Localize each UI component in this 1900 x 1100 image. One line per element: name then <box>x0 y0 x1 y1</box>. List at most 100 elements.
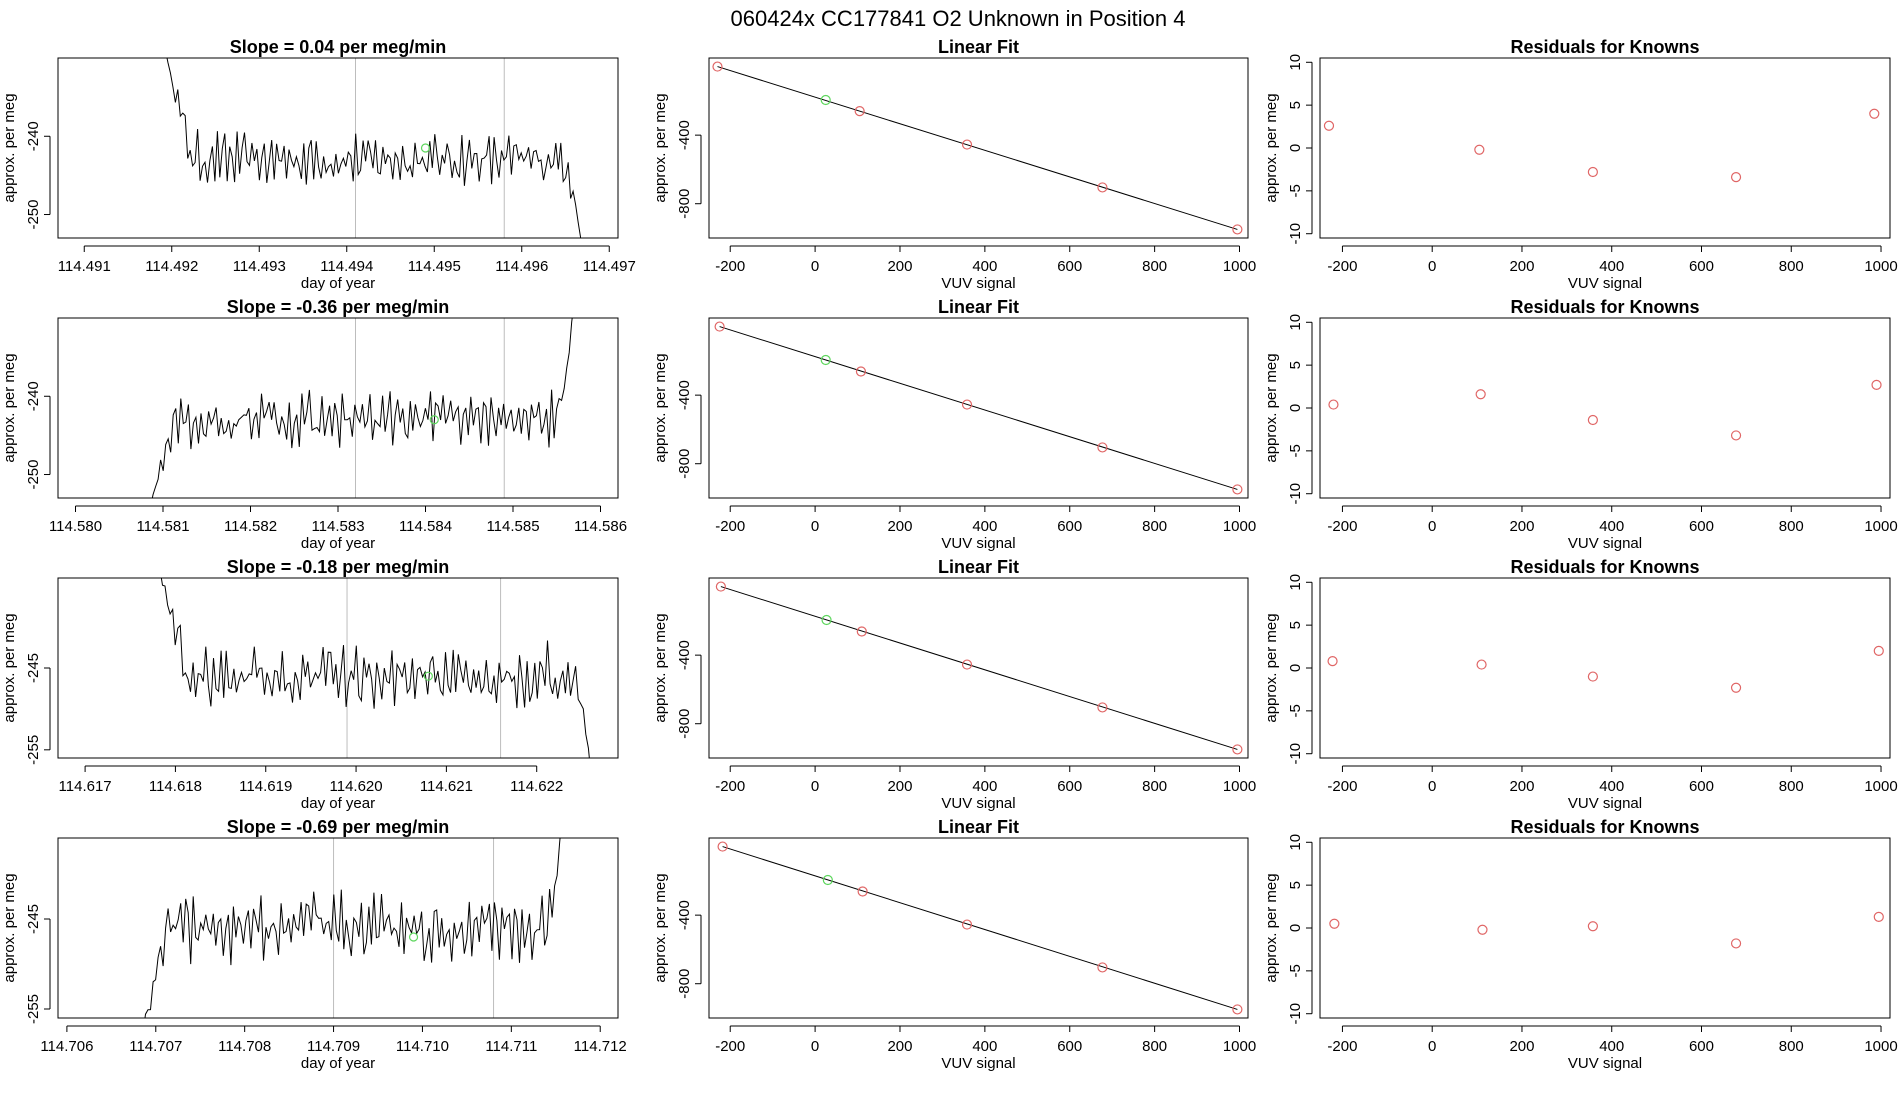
x-tick-label: 200 <box>1509 1038 1534 1055</box>
plot-area <box>1323 108 1880 183</box>
y-tick-label: -400 <box>676 640 693 670</box>
chart-title: Linear Fit <box>938 557 1019 577</box>
x-tick-label: 114.707 <box>129 1038 182 1055</box>
y-tick-label: -400 <box>676 380 693 410</box>
chart-panel: Residuals for Knowns-200 0 200 400 600 800 100… <box>1263 557 1898 812</box>
x-tick-label: 400 <box>1599 1038 1624 1055</box>
unknown-point <box>821 614 832 626</box>
x-tick-label: 600 <box>1057 778 1082 795</box>
x-tick-label: -200 <box>715 778 745 795</box>
known-point <box>961 139 973 150</box>
x-tick-label: 114.586 <box>574 518 627 535</box>
chart-panel: Slope = -0.36 per meg/min 114.580 114.581 1… <box>1 297 627 552</box>
plot-area <box>717 841 1243 1015</box>
residual-point <box>1873 645 1884 656</box>
x-tick-label: 200 <box>1509 778 1534 795</box>
figure-title: 060424x CC177841 O2 Unknown in Position … <box>731 6 1186 31</box>
y-tick-label: -10 <box>1287 743 1304 765</box>
x-tick-label: 200 <box>887 1038 912 1055</box>
y-tick-label: 10 <box>1287 314 1304 331</box>
x-tick-label: 0 <box>811 518 819 535</box>
plot-frame <box>1319 57 1891 239</box>
unknown-point <box>429 415 439 425</box>
fit-line <box>719 326 1238 490</box>
x-tick-label: 800 <box>1779 778 1804 795</box>
known-point <box>1097 182 1108 193</box>
fit-line <box>722 846 1238 1010</box>
x-tick-label: 800 <box>1142 258 1167 275</box>
y-axis-label: approx. per meg <box>1263 353 1280 462</box>
x-tick-label: 114.710 <box>396 1038 449 1055</box>
x-axis-label: VUV signal <box>941 275 1015 292</box>
x-tick-label: 114.584 <box>399 518 452 535</box>
y-axis-label: approx. per meg <box>652 93 669 202</box>
data-series-line <box>166 58 582 238</box>
chart-title: Linear Fit <box>938 817 1019 837</box>
x-tick-label: 114.585 <box>486 518 539 535</box>
residual-point <box>1873 911 1884 922</box>
x-tick-label: -200 <box>1327 1038 1357 1055</box>
y-tick-label: -250 <box>25 200 42 230</box>
known-point <box>961 659 973 670</box>
residual-point <box>1476 659 1487 670</box>
known-point <box>961 399 973 410</box>
chart-title: Residuals for Knowns <box>1510 37 1699 57</box>
fit-line <box>717 66 1238 230</box>
y-tick-label: -400 <box>676 120 693 150</box>
chart-title: Slope = 0.04 per meg/min <box>230 37 447 57</box>
x-tick-label: 800 <box>1142 518 1167 535</box>
y-axis-label: approx. per meg <box>1 873 18 982</box>
x-tick-label: 800 <box>1142 1038 1167 1055</box>
chart-panel: Residuals for Knowns-200 0 200 400 600 800 100… <box>1263 817 1898 1072</box>
plot-area <box>151 318 573 498</box>
x-tick-label: -200 <box>1327 778 1357 795</box>
x-axis-label: day of year <box>301 275 375 292</box>
chart-panel: Linear Fit -200 0 200 400 600 800 1000 VUV signa… <box>652 557 1256 812</box>
y-tick-label: -240 <box>25 121 42 151</box>
x-tick-label: 114.618 <box>149 778 202 795</box>
x-tick-label: 400 <box>1599 518 1624 535</box>
x-tick-label: 114.711 <box>485 1038 537 1055</box>
x-tick-label: 400 <box>972 518 997 535</box>
unknown-point <box>822 874 833 886</box>
residual-point <box>1477 924 1488 935</box>
residual-point <box>1587 671 1598 682</box>
y-tick-label: 5 <box>1287 621 1304 629</box>
residual-point <box>1730 430 1742 441</box>
x-tick-label: 800 <box>1142 778 1167 795</box>
x-axis-label: VUV signal <box>1568 535 1642 552</box>
residual-point <box>1328 399 1339 410</box>
x-axis-label: VUV signal <box>1568 1055 1642 1072</box>
chart-title: Slope = -0.36 per meg/min <box>227 297 450 317</box>
x-tick-label: 600 <box>1689 1038 1714 1055</box>
y-tick-label: -5 <box>1287 964 1304 977</box>
y-tick-label: 10 <box>1287 54 1304 71</box>
x-tick-label: 400 <box>1599 258 1624 275</box>
x-tick-label: 400 <box>972 1038 997 1055</box>
y-tick-label: -5 <box>1287 444 1304 457</box>
y-axis-label: approx. per meg <box>1 353 18 462</box>
y-axis-label: approx. per meg <box>1 93 18 202</box>
residual-point <box>1329 918 1340 929</box>
plot-area <box>715 581 1243 755</box>
y-tick-label: -255 <box>25 994 42 1024</box>
chart-panel: Linear Fit -200 0 200 400 600 800 1000 VUV signa… <box>652 297 1256 552</box>
plot-area <box>144 838 561 1018</box>
plot-frame <box>57 57 619 239</box>
y-axis-label: approx. per meg <box>1263 93 1280 202</box>
residual-point <box>1730 938 1742 949</box>
x-tick-label: 114.493 <box>233 258 286 275</box>
plot-area <box>712 61 1243 235</box>
residual-point <box>1323 120 1335 131</box>
known-point <box>715 581 726 592</box>
plot-frame <box>708 317 1249 499</box>
x-tick-label: -200 <box>1327 518 1357 535</box>
unknown-point <box>423 671 433 681</box>
data-series-line <box>160 578 590 758</box>
x-axis-label: day of year <box>301 1055 375 1072</box>
x-tick-label: 114.583 <box>311 518 364 535</box>
chart-title: Residuals for Knowns <box>1510 817 1699 837</box>
x-tick-label: 200 <box>887 258 912 275</box>
chart-panel: Linear Fit -200 0 200 400 600 800 1000 VUV signa… <box>652 37 1256 292</box>
known-point <box>1232 1004 1243 1015</box>
